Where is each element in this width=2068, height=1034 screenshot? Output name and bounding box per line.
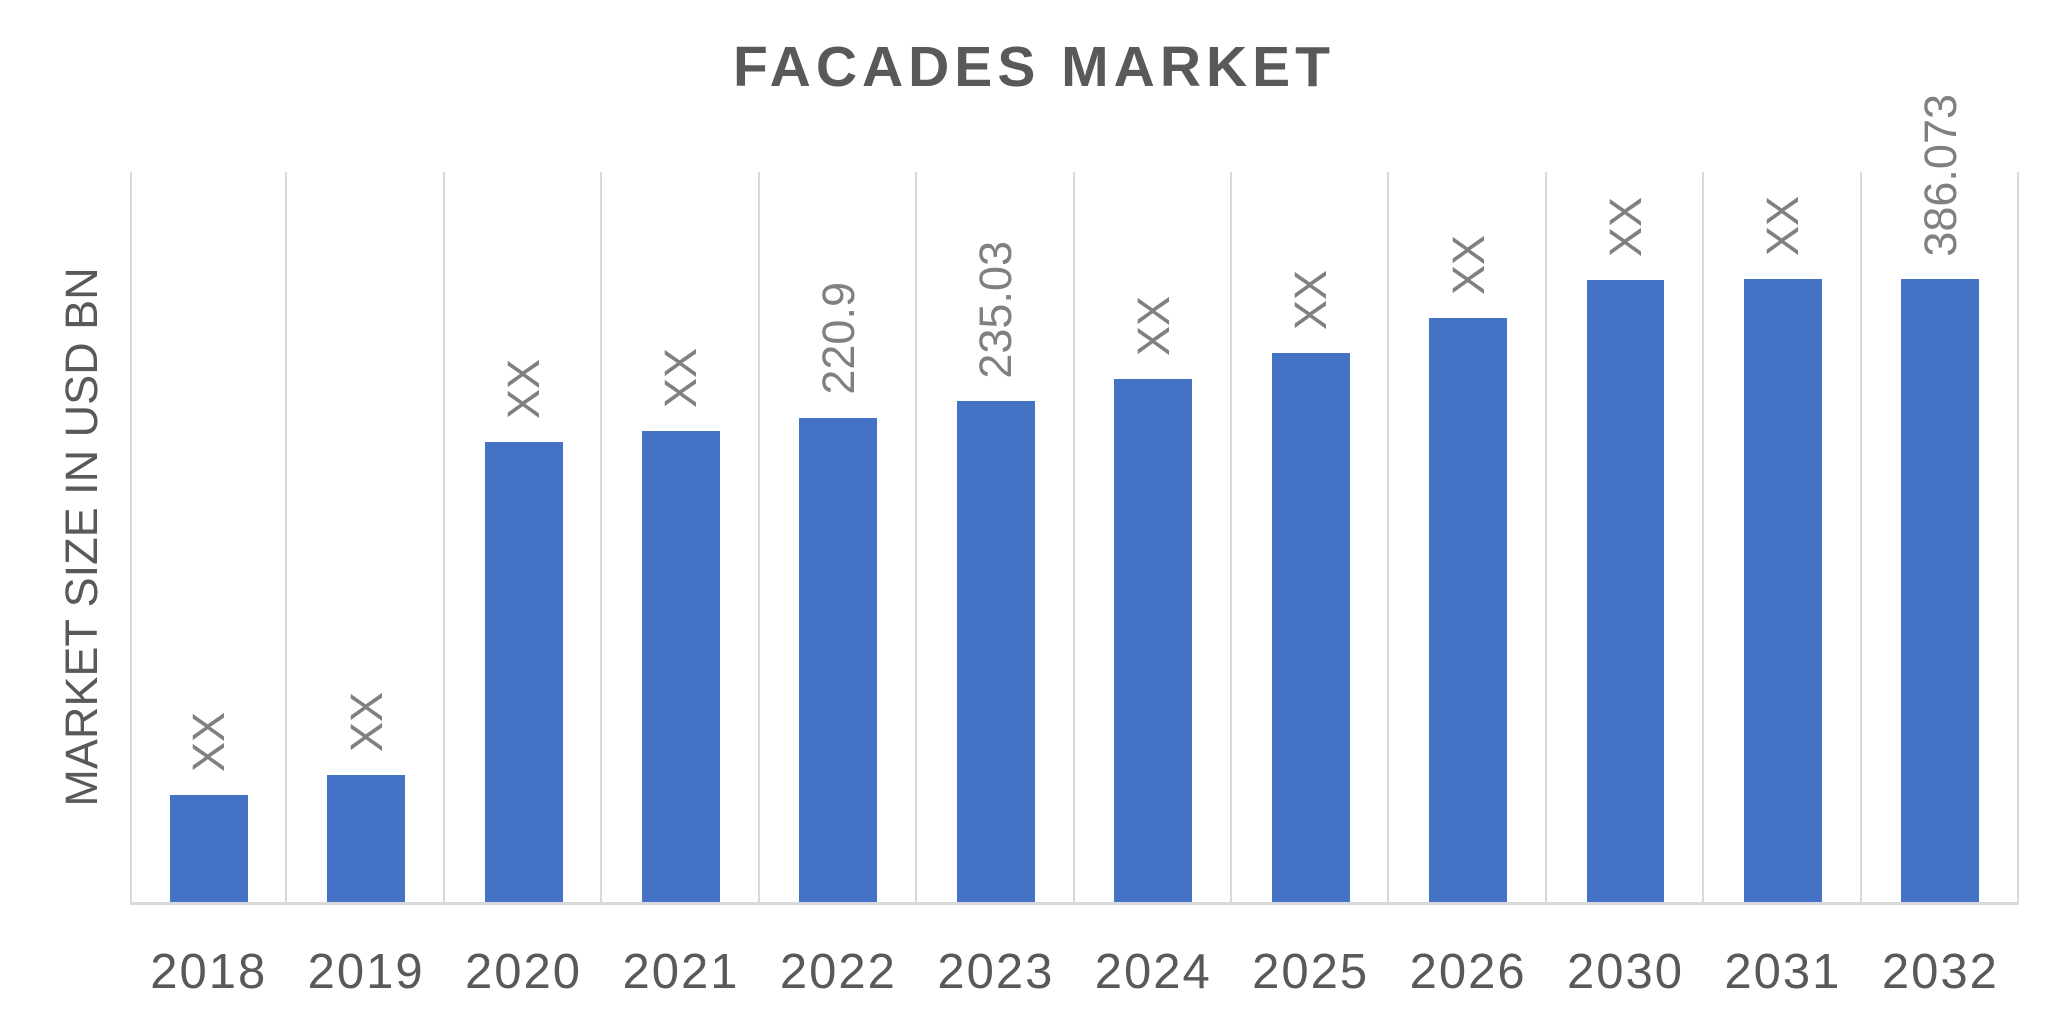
bar-group-2018: XX: [130, 172, 287, 902]
bar-value-label: XX: [498, 359, 550, 420]
bar-2026: [1429, 318, 1508, 902]
bar-2020: [484, 442, 563, 902]
bar-group-2032: 386.073: [1862, 94, 2019, 902]
bar-2021: [642, 431, 720, 902]
bar-2022: [799, 418, 878, 902]
bar-2032: [1901, 279, 1980, 902]
gridline: [130, 172, 132, 902]
bar-group-2022: 220.9: [760, 172, 917, 902]
bar-value-label: 386.073: [1914, 93, 1966, 257]
plot-area: XX XX XX XX 220.9 235.03 XX XX XX XX XX 386.073: [130, 94, 2019, 905]
bar-group-2031: XX: [1704, 172, 1861, 902]
x-axis-label-2025: 2025: [1252, 945, 1370, 999]
gridline: [757, 172, 760, 902]
bar-value-label: XX: [1285, 270, 1337, 331]
bar-value-label: 220.9: [812, 282, 864, 396]
x-axis-label-2018: 2018: [150, 945, 268, 999]
x-axis-label-2032: 2032: [1881, 945, 1999, 999]
bar-value-label: XX: [183, 711, 235, 772]
bar-group-2020: XX: [445, 172, 602, 902]
bar-group-2021: XX: [602, 172, 759, 902]
chart-title: FACADES MARKET: [732, 35, 1335, 99]
x-axis-label-2024: 2024: [1094, 945, 1212, 999]
x-axis-label-2021: 2021: [622, 945, 740, 999]
bar-group-2026: XX: [1389, 172, 1546, 902]
x-axis-label-2020: 2020: [465, 945, 583, 999]
gridline: [915, 172, 918, 902]
bar-2024: [1114, 379, 1193, 902]
x-axis-label-2030: 2030: [1567, 945, 1685, 999]
x-axis-label-2031: 2031: [1724, 945, 1842, 999]
x-axis: 2018 2019 2020 2021 2022 2023 2024 2025 2026 2030…: [130, 942, 2019, 1002]
gridline: [1859, 172, 1862, 902]
bar-2031: [1743, 279, 1822, 902]
gridline: [442, 172, 445, 902]
bar-group-2019: XX: [287, 172, 444, 902]
x-axis-label-2026: 2026: [1409, 945, 1527, 999]
bar-group-2024: XX: [1075, 172, 1232, 902]
bar-2030: [1586, 280, 1665, 902]
bar-2019: [327, 774, 406, 902]
x-axis-label-2019: 2019: [307, 945, 425, 999]
bar-group-2023: 235.03: [917, 172, 1074, 902]
bar-value-label: XX: [1600, 197, 1651, 258]
bar-value-label: XX: [655, 348, 707, 409]
gridline: [600, 172, 603, 902]
bar-2018: [169, 794, 248, 902]
y-axis-title: MARKET SIZE IN USD BN: [56, 267, 107, 807]
gridline: [285, 172, 288, 902]
bar-group-2025: XX: [1232, 172, 1389, 902]
gridline: [1702, 172, 1705, 902]
gridline: [1072, 172, 1075, 902]
gridline: [2017, 172, 2019, 902]
bar-2025: [1271, 353, 1350, 902]
x-axis-label-2023: 2023: [937, 945, 1055, 999]
gridline: [1229, 172, 1232, 902]
bar-value-label: 235.03: [970, 240, 1022, 379]
x-axis-label-2022: 2022: [779, 945, 897, 999]
bar-value-label: XX: [1442, 234, 1494, 295]
bars-container: XX XX XX XX 220.9 235.03 XX XX XX XX XX 386.073: [130, 94, 2019, 902]
gridline: [1544, 172, 1547, 902]
bar-group-2030: XX: [1547, 172, 1704, 902]
bar-value-label: XX: [1127, 296, 1179, 357]
bar-value-label: XX: [340, 691, 392, 752]
gridline: [1387, 172, 1390, 902]
bar-value-label: XX: [1757, 196, 1809, 257]
bar-2023: [956, 401, 1035, 902]
